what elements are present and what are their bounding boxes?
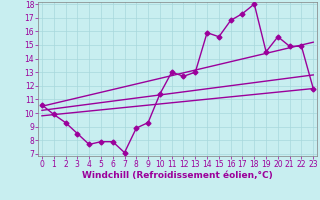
X-axis label: Windchill (Refroidissement éolien,°C): Windchill (Refroidissement éolien,°C) bbox=[82, 171, 273, 180]
